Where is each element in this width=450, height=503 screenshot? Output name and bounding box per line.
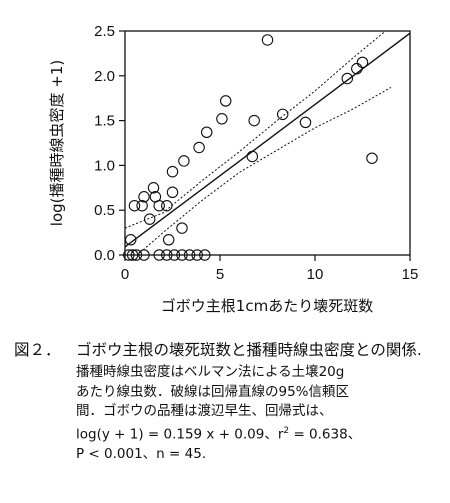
data-point (138, 191, 150, 203)
data-point (136, 199, 148, 212)
data-point (276, 108, 289, 121)
data-point (178, 155, 190, 167)
data-point (341, 72, 354, 85)
data-point (124, 234, 137, 246)
data-point (246, 150, 259, 163)
data-point (299, 116, 312, 129)
data-point (128, 199, 141, 212)
data-point (166, 186, 179, 199)
data-point (123, 249, 135, 261)
data-point (366, 152, 378, 164)
x-tick-label: 5 (216, 266, 224, 283)
data-point (138, 249, 150, 261)
y-tick-label: 2.5 (94, 23, 115, 40)
data-point (183, 249, 196, 261)
data-point (191, 249, 203, 261)
data-point (168, 249, 181, 261)
x-tick-label: 0 (121, 266, 129, 283)
confidence-band-lower (136, 86, 392, 255)
data-point (153, 249, 165, 261)
y-tick-label: 1.5 (94, 113, 115, 130)
confidence-band (125, 31, 392, 255)
data-point (161, 249, 173, 261)
data-point (219, 95, 232, 107)
data-point (248, 114, 260, 127)
data-point (356, 56, 369, 69)
data-point (161, 199, 173, 212)
confidence-band-upper (125, 31, 387, 229)
data-point (200, 126, 213, 138)
data-point (147, 182, 160, 194)
chart-canvas: 0.0 0.5 1.0 1.5 2.0 2.5 0 5 10 15 ゴボウ主根1cmあたり壊死斑… (48, 23, 419, 315)
data-point (153, 199, 165, 212)
data-point (351, 62, 363, 75)
scatter-chart: 0.0 0.5 1.0 1.5 2.0 2.5 0 5 10 15 ゴボウ主根1cmあたり壊死斑… (48, 23, 419, 315)
formula-text: log(y + 1) = 0.159 x + 0.09、r (76, 426, 284, 442)
y-tick-label: 2.0 (94, 68, 115, 85)
y-axis-title: log(播種時線虫密度 +1) (48, 60, 66, 226)
caption-stats-line: P < 0.001、n = 45. (76, 445, 207, 462)
data-points (123, 34, 378, 261)
x-axis-title: ゴボウ主根1cmあたり壊死斑数 (161, 297, 373, 315)
caption-heading: 図２． ゴボウ主根の壊死斑数と播種時線虫密度との関係. (14, 340, 444, 361)
data-point (176, 222, 188, 234)
caption-note-line: 間．ゴボウの品種は渡辺早生、回帰式は、 (76, 403, 333, 419)
figure-number: 図２． (14, 341, 61, 359)
y-tick-label: 1.0 (94, 157, 115, 174)
y-axis: 0.0 0.5 1.0 1.5 2.0 2.5 (94, 23, 125, 264)
y-tick-label: 0.5 (94, 202, 115, 219)
data-point (130, 249, 143, 261)
x-tick-label: 15 (402, 266, 419, 283)
y-tick-label: 0.0 (94, 247, 115, 264)
caption-note-line: あたり線虫数．破線は回帰直線の95%信頼区 (76, 383, 350, 400)
plot-frame (124, 30, 411, 256)
caption-notes: 播種時線虫密度はベルマン法による土壌20g あたり線虫数．破線は回帰直線の95%… (76, 363, 444, 464)
formula-exponent: 2 (283, 425, 290, 436)
data-point (193, 141, 205, 154)
figure-caption: 図２． ゴボウ主根の壊死斑数と播種時線虫密度との関係. 播種時線虫密度はベルマン… (14, 340, 444, 464)
caption-formula-line: log(y + 1) = 0.159 x + 0.09、r2 = 0.638、 (76, 422, 444, 445)
data-point (166, 165, 179, 178)
data-point (199, 249, 211, 261)
caption-note-line: 播種時線虫密度はベルマン法による土壌20g (76, 364, 345, 380)
data-point (143, 213, 156, 225)
data-point (162, 234, 175, 246)
x-axis: 0 5 10 15 (121, 255, 419, 283)
figure-title: ゴボウ主根の壊死斑数と播種時線虫密度との関係. (76, 341, 422, 359)
data-point (216, 113, 228, 125)
data-point (261, 34, 274, 46)
data-point (176, 249, 188, 261)
formula-r2: = 0.638、 (289, 426, 362, 442)
x-tick-label: 10 (307, 266, 324, 283)
data-point (126, 249, 139, 261)
